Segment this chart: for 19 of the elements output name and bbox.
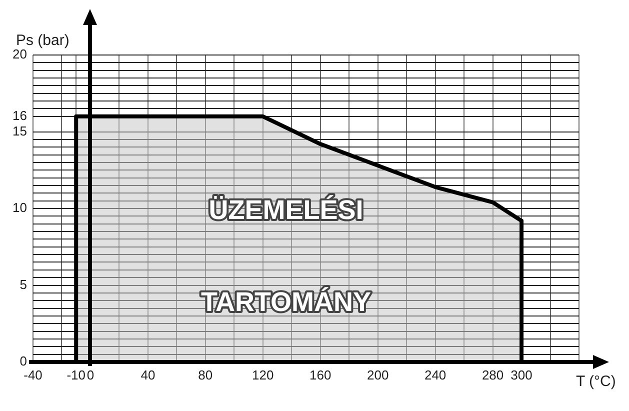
x-tick-label: -10 [66,367,86,382]
y-tick-label: 0 [20,354,27,369]
y-tick-label: 10 [12,200,27,216]
x-axis-title: T (°C) [576,373,616,390]
x-tick-label: 300 [510,367,532,382]
y-tick-label: 20 [12,46,27,62]
x-tick-label: 0 [86,367,94,382]
x-tick-label: 80 [198,367,213,382]
y-tick-label: 16 [12,108,27,123]
x-tick-label: 200 [366,367,389,382]
y-tick-label: 5 [20,276,27,292]
x-tick-label: -40 [24,367,42,382]
x-tick-label: 120 [252,367,274,382]
y-axis-title: Ps (bar) [16,32,70,49]
x-tick-label: 240 [424,367,446,382]
x-tick-label: 280 [482,367,504,382]
y-tick-label: 15 [12,123,27,138]
x-tick-label: 160 [310,367,332,382]
x-tick-label: 40 [140,367,156,382]
